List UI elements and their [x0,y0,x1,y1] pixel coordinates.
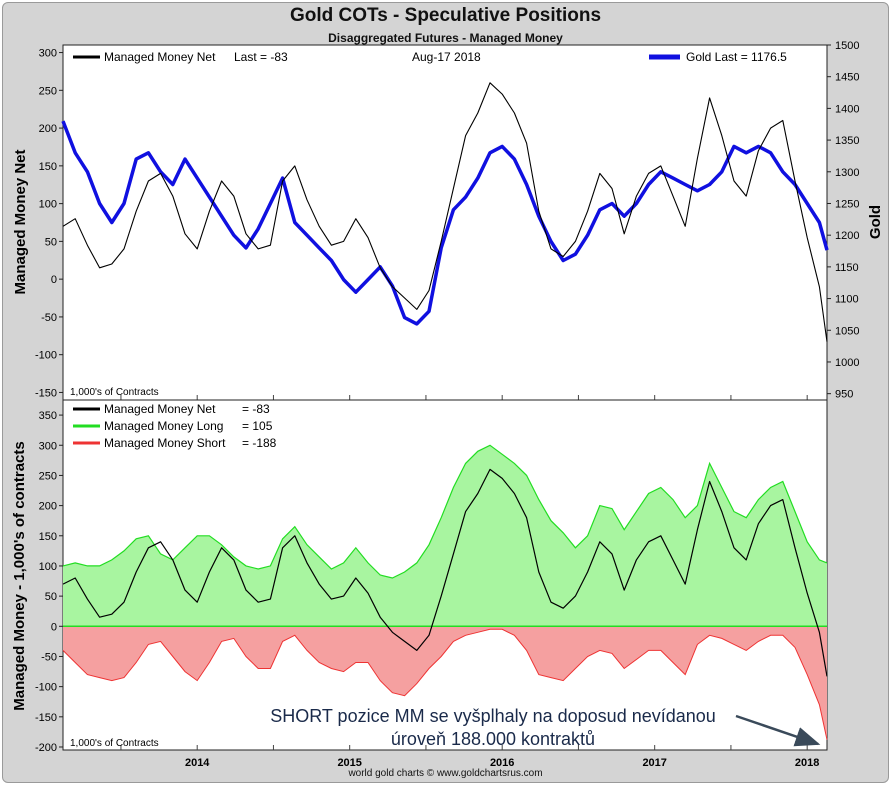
chart-date: Aug-17 2018 [412,50,481,64]
x-tick-label: 2014 [185,757,210,769]
top-ylabel-right: Gold [867,205,884,239]
top-left-tick-label: 200 [39,123,57,135]
top-left-tick-label: -100 [35,350,57,362]
top-right-tick-label: 1350 [835,135,859,147]
top-left-tick-label: -50 [41,312,57,324]
annotation-arrow [735,714,821,747]
top-left-tick-label: 100 [39,199,57,211]
top-right-tick-label: 1300 [835,167,859,179]
top-right-tick-label: 1050 [835,325,859,337]
top-right-tick-label: 1400 [835,103,859,115]
top-year-grid [120,395,808,400]
managed-money-net-line-bottom [62,468,828,677]
gold-price-line [61,120,829,326]
bottom-tick-label: 100 [39,561,57,573]
bottom-units-note: 1,000's of Contracts [70,738,159,749]
top-right-tick-label: 1100 [835,294,859,306]
top-right-tick-label: 1000 [835,357,859,369]
x-tick-label: 2016 [490,757,514,769]
top-right-tick-label: 1250 [835,198,859,210]
bottom-ticks: 350 300 250 200 150 100 50 0 -50 -100 -150 -200 [35,410,63,754]
bottom-tick-label: 0 [51,621,57,633]
legend-bottom-short-label: Managed Money Short [104,436,226,450]
top-left-tick-label: 150 [39,161,57,173]
bottom-year-grid [120,745,808,750]
bottom-tick-label: 250 [39,470,57,482]
bottom-tick-label: -200 [35,742,57,754]
managed-money-net-line-top [62,82,828,342]
legend-bottom-long-value: = 105 [242,419,273,433]
top-right-tick-label: 1450 [835,72,859,84]
legend-bottom-long-label: Managed Money Long [104,419,223,433]
bottom-tick-label: -50 [41,651,57,663]
top-units-note: 1,000's of Contracts [70,387,159,398]
bottom-legend: Managed Money Net = -83 Managed Money Lo… [73,402,277,450]
bottom-ylabel: Managed Money - 1,000's of contracts [11,441,28,710]
x-axis: 2014 2015 2016 2017 2018 [185,757,819,769]
x-tick-label: 2017 [642,757,666,769]
bottom-panel: 350 300 250 200 150 100 50 0 -50 -100 -150 -200 Man… [11,399,828,754]
bottom-tick-label: 300 [39,440,57,452]
legend-bottom-short-value: = -188 [242,436,277,450]
top-left-tick-label: 250 [39,85,57,97]
top-left-tick-label: -150 [35,387,57,399]
managed-money-short-area [63,626,827,740]
chart-title: Gold COTs - Speculative Positions [289,5,602,26]
bottom-tick-label: 350 [39,410,57,422]
x-tick-label: 2015 [337,757,361,769]
legend-bottom-net-label: Managed Money Net [104,402,216,416]
top-left-ticks: 300 250 200 150 100 50 0 -50 -100 -150 [35,48,63,399]
managed-money-short-line [62,628,828,740]
bottom-tick-label: 150 [39,531,57,543]
bottom-tick-label: 50 [45,591,57,603]
managed-money-long-line [62,444,828,579]
bottom-tick-label: 200 [39,501,57,513]
chart-subtitle: Disaggregated Futures - Managed Money [328,31,563,45]
top-ylabel-left: Managed Money Net [12,149,29,294]
legend-net-last: Last = -83 [234,50,288,64]
top-right-tick-label: 1500 [835,40,859,52]
bottom-tick-label: -100 [35,682,57,694]
top-right-ticks: 1500 1450 1400 1350 1300 1250 1200 1150 1100 1050… [827,40,859,401]
top-panel: 300 250 200 150 100 50 0 -50 -100 -150 1500 1450 14… [12,40,884,401]
top-left-tick-label: 50 [45,236,57,248]
top-right-tick-label: 1200 [835,230,859,242]
top-right-tick-label: 1150 [835,262,859,274]
bottom-tick-label: -150 [35,712,57,724]
legend-net-label: Managed Money Net [104,50,216,64]
annotation-line-1: SHORT pozice MM se vyšplhaly na doposud … [270,706,716,726]
x-tick-label: 2018 [795,757,819,769]
top-left-tick-label: 300 [39,48,57,60]
top-left-tick-label: 0 [51,274,57,286]
managed-money-long-area [63,445,827,627]
top-right-tick-label: 950 [835,389,853,401]
annotation-line-2: úroveň 188.000 kontraktů [391,729,595,749]
legend-bottom-net-value: = -83 [242,402,270,416]
chart-credit: world gold charts © www.goldchartsrus.co… [348,768,543,779]
legend-gold-label: Gold Last = 1176.5 [686,50,787,64]
